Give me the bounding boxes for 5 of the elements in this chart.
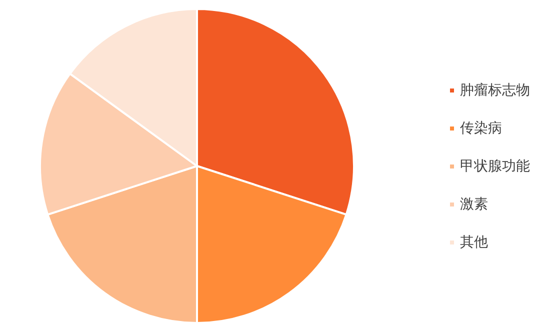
legend-label: 其他 bbox=[460, 234, 488, 250]
legend-label: 肿瘤标志物 bbox=[460, 82, 530, 98]
legend-label: 激素 bbox=[460, 196, 488, 212]
legend-label: 甲状腺功能 bbox=[460, 158, 530, 174]
legend-label: 传染病 bbox=[460, 120, 502, 136]
